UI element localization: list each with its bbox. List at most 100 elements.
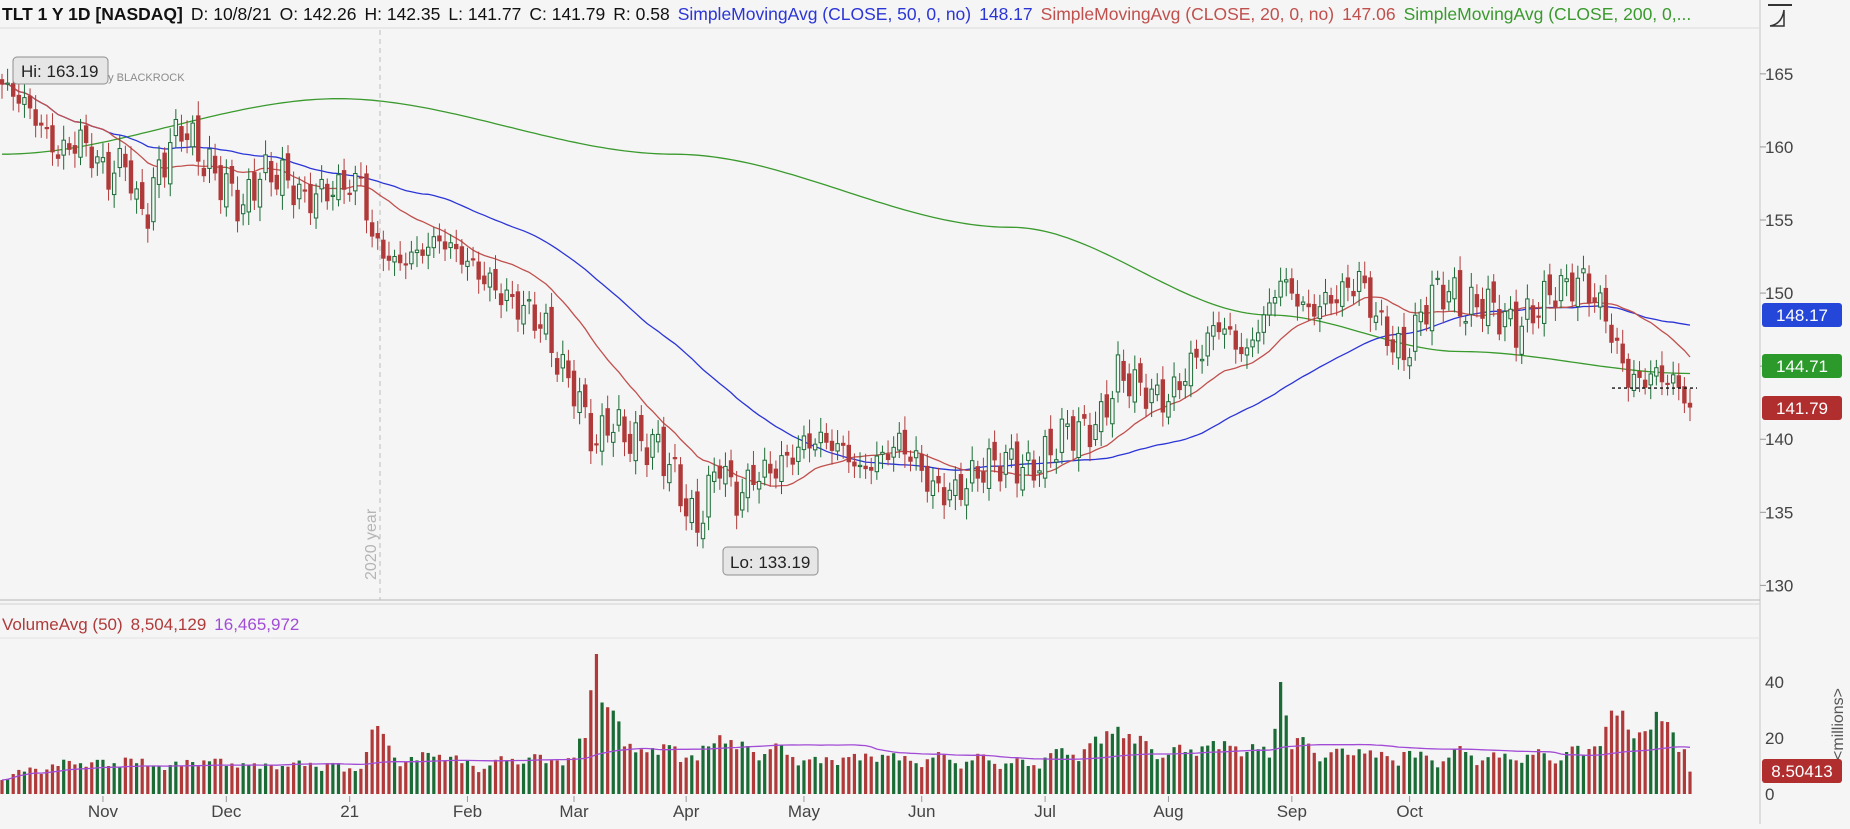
candle-body <box>1485 288 1491 327</box>
candle-body <box>1177 381 1182 391</box>
volume-bar <box>1127 734 1131 794</box>
volume-bar <box>634 752 638 794</box>
candle-body <box>1059 418 1065 453</box>
volume-bar <box>735 749 739 794</box>
candle-body <box>1480 298 1485 319</box>
volume-bar <box>920 767 924 794</box>
low-value: L: 141.77 <box>448 4 521 24</box>
volume-bar <box>420 752 425 794</box>
candle-body <box>431 236 437 249</box>
volume-average-line <box>1 743 1691 781</box>
lo-annotation-box <box>722 546 819 576</box>
candle-body <box>554 358 560 375</box>
candle-body <box>734 481 739 516</box>
candle-body <box>196 115 201 162</box>
candle-body <box>465 260 470 267</box>
date-value: D: 10/8/21 <box>191 4 272 24</box>
year-marker-label: 2020 year <box>363 508 380 580</box>
candle-body <box>179 126 184 142</box>
volume-bar <box>207 761 212 794</box>
volume-bar <box>1110 733 1114 794</box>
candle-body <box>807 433 812 449</box>
candle-body <box>790 457 795 465</box>
volume-bar <box>482 768 486 794</box>
volume-bar <box>325 763 329 794</box>
candle-body <box>1519 325 1524 355</box>
volume-bar <box>701 745 705 794</box>
volume-bar <box>443 760 447 794</box>
volume-bar <box>678 762 683 794</box>
panel-toggle-icon[interactable] <box>1768 4 1792 27</box>
candle-body <box>459 246 465 265</box>
candle-body <box>1250 339 1255 348</box>
volume-bar <box>1520 762 1524 794</box>
volume-bar <box>768 749 772 794</box>
candle-body <box>369 222 375 237</box>
volume-bar <box>869 756 873 794</box>
candle-body <box>297 183 302 200</box>
volume-bar <box>6 778 10 794</box>
sma50-line <box>1 82 1691 471</box>
volume-bar <box>544 763 548 794</box>
volume-bar <box>942 754 946 794</box>
candle-body <box>1373 315 1379 323</box>
candle-body <box>1659 365 1665 383</box>
candle-body <box>27 95 33 109</box>
candle-body <box>829 440 835 451</box>
volume-bar <box>521 763 526 794</box>
price-tag-sma200: 144.71 <box>1762 354 1842 378</box>
volume-bar <box>17 769 21 794</box>
price-tag-sma50-text: 148.17 <box>1776 306 1828 325</box>
candle-body <box>5 82 10 85</box>
volume-bar <box>1329 752 1333 794</box>
volume-bar <box>505 760 509 794</box>
candle-body <box>953 479 958 496</box>
volume-bar <box>1217 749 1221 794</box>
volume-bar <box>1677 751 1681 794</box>
price-tag-sma200-text: 144.71 <box>1776 357 1828 376</box>
volume-bar <box>320 770 324 794</box>
volume-bar <box>454 755 458 794</box>
volume-bar <box>645 752 649 794</box>
candle-body <box>330 194 336 197</box>
candle-body <box>1676 375 1681 388</box>
candle-body <box>1413 314 1418 352</box>
volume-bar <box>230 763 234 794</box>
volume-bar <box>84 766 88 794</box>
candle-body <box>1267 302 1272 316</box>
volume-bar <box>247 765 251 794</box>
candle-body <box>1637 370 1642 378</box>
candle-body <box>930 480 936 496</box>
volume-bar <box>847 757 851 794</box>
volume-bar <box>561 765 565 794</box>
volume-bar <box>1665 722 1670 794</box>
volume-bar <box>157 766 161 794</box>
candle-body <box>796 446 801 462</box>
candle-body <box>1513 301 1519 348</box>
candle-body <box>1138 363 1143 383</box>
volume-bar <box>1480 760 1485 794</box>
candle-body <box>818 431 823 444</box>
candle-body <box>532 304 537 331</box>
volume-bar <box>1525 754 1529 794</box>
candle-body <box>95 156 100 164</box>
volume-bar <box>1015 758 1019 794</box>
candle-body <box>925 465 930 492</box>
candle-body <box>885 453 891 461</box>
volume-bar <box>617 721 621 794</box>
volume-bar <box>1581 754 1586 794</box>
volume-bar <box>488 765 492 794</box>
sma20-legend-value: 147.06 <box>1342 4 1396 24</box>
volume-bar <box>572 757 576 794</box>
candle-body <box>908 456 913 462</box>
candle-body <box>1272 297 1278 304</box>
volume-bar <box>1312 752 1316 794</box>
volume-bar <box>1593 746 1597 794</box>
candle-body <box>1127 373 1132 397</box>
volume-bar <box>1447 757 1451 794</box>
volume-bar <box>95 759 99 794</box>
candle-body <box>11 83 16 97</box>
volume-bar <box>1043 757 1047 794</box>
volume-bar <box>1396 765 1400 794</box>
volume-bar <box>477 772 481 794</box>
